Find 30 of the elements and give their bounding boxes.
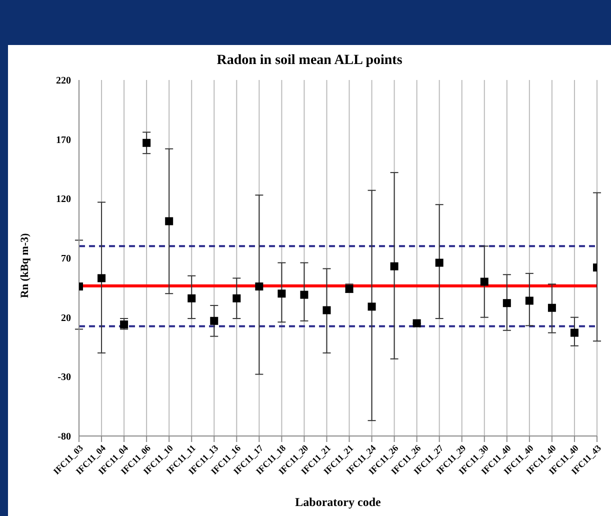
point [412,319,421,328]
y-tick-label: 220 [56,76,71,87]
point [502,299,511,308]
y-tick-label: 120 [56,194,71,206]
y-tick-label: 20 [61,312,71,324]
point [480,278,488,286]
point [548,304,556,312]
y-tick-label: 70 [61,254,71,265]
point [570,328,578,337]
y-axis-title: Rn (kBq m-3) [18,232,31,298]
x-axis-title: Laboratory code [295,495,382,509]
point [300,290,308,299]
point [165,217,174,226]
point [120,320,128,328]
point [390,262,398,270]
point [525,296,534,305]
point [142,138,151,147]
point [278,290,286,298]
point [232,294,241,302]
point [210,316,218,325]
point [368,302,376,311]
y-tick-label: -80 [58,432,71,443]
y-tick-label: 170 [56,134,71,146]
point [255,282,264,290]
point [435,258,444,267]
chart-title: Radon in soil mean ALL points [216,53,404,69]
point [98,274,106,282]
point [188,294,196,302]
y-tick-label: -30 [58,372,71,384]
point [322,306,331,314]
